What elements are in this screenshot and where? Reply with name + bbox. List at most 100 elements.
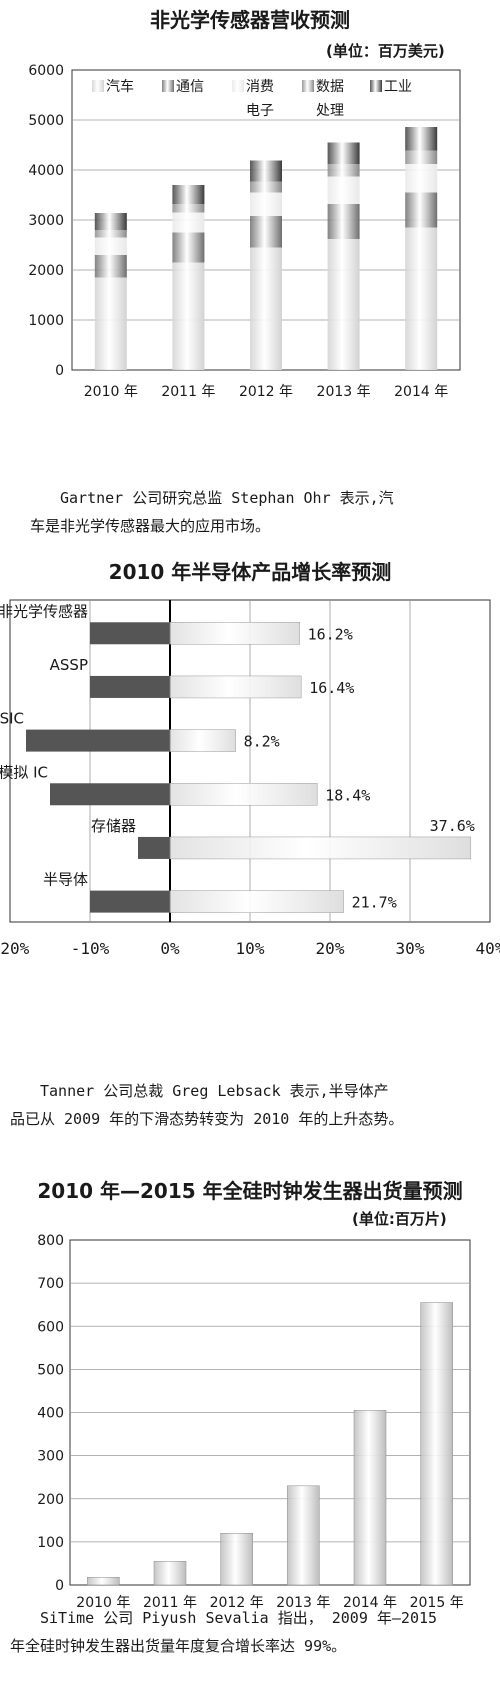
positive-bar [169,675,302,699]
data-label: 21.7% [352,894,397,912]
bar-segment [405,164,438,193]
negative-bar [26,729,170,752]
chart2-caption: Tanner 公司总裁 Greg Lebsack 表示,半导体产 品已从 200… [10,1077,495,1133]
bar-segment [172,212,205,233]
bar-segment [405,227,438,370]
legend-label: 处理 [316,103,344,119]
y-tick-label: 4000 [28,163,64,179]
positive-bar [169,729,236,752]
bar-segment [94,213,127,230]
negative-bar [90,675,170,698]
legend-swatch [370,80,382,92]
x-tick-label: 20% [316,939,345,958]
y-tick-label: 500 [37,1362,64,1378]
y-tick-label: 400 [37,1406,64,1422]
bar-segment [94,237,127,255]
x-tick-label: 2014 年 [343,1595,397,1611]
bar-segment [250,216,282,248]
bar [87,1576,120,1586]
bar-segment [250,160,282,182]
y-tick-label: 0 [55,1578,64,1594]
bar-segment [327,142,360,164]
y-tick-label: 0 [55,363,64,379]
legend-label: 消费 [246,79,274,95]
x-tick-label: 2010 年 [76,1595,130,1611]
x-tick-label: 40% [476,939,500,958]
chart3-unit-label: (单位:百万片) [352,1210,447,1228]
legend-swatch [92,80,104,92]
bar-segment [327,239,360,370]
bar-segment [405,127,438,151]
x-tick-label: -20% [0,939,30,958]
bar-segment [250,192,282,216]
chart1-unit-label: (单位：百万美元) [326,42,445,60]
positive-bar [169,836,472,860]
legend-label: 工业 [384,79,412,95]
bar-segment [405,192,438,228]
legend-label: 汽车 [106,78,134,95]
y-tick-label: 300 [37,1449,64,1465]
x-tick-label: 2010 年 [84,384,138,400]
category-label: 半导体 [43,871,88,889]
bar-segment [327,204,360,239]
data-label: 18.4% [325,786,370,804]
y-tick-label: 3000 [28,213,64,229]
bar [353,1410,387,1586]
chart2-caption-line-2: 品已从 2009 年的下滑态势转变为 2010 年的上升态势。 [10,1110,404,1128]
bar-segment [327,176,360,204]
bar-segment [172,185,205,204]
y-tick-label: 100 [37,1535,64,1551]
bar-segment [172,204,205,213]
chart3-title: 2010 年—2015 年全硅时钟发生器出货量预测 [37,1179,463,1203]
data-label: 16.2% [308,625,353,643]
revenue-stacked-bar-chart: 0 1000 2000 3000 4000 5000 6000 2010 年 2011 年 201… [28,63,461,400]
negative-bar [90,890,170,913]
chart3-caption-line-1: SiTime 公司 Piyush Sevalia 指出， 2009 年—2015 [40,1609,438,1627]
chart3-caption: SiTime 公司 Piyush Sevalia 指出， 2009 年—2015… [10,1604,495,1660]
negative-bar [50,783,170,806]
y-tick-label: 200 [37,1492,64,1508]
category-label: 模拟 IC [0,763,48,781]
chart1-caption-line-1: Gartner 公司研究总监 Stephan Ohr 表示,汽 [60,489,394,507]
legend-swatch [232,80,244,92]
x-tick-label: 2011 年 [161,384,215,400]
category-label: 存储器 [91,817,136,835]
positive-bar [169,622,300,645]
chart1-caption-line-2: 车是非光学传感器最大的应用市场。 [30,517,271,535]
bar-segment [327,164,360,177]
clock-generator-bar-chart: 0 100 200 300 400 500 600 700 800 2010 年 2011 年 201… [37,1233,471,1611]
bar [153,1561,187,1586]
category-label: ASIC [0,710,24,728]
category-label: 非光学传感器 [0,602,88,620]
data-label: 37.6% [430,817,475,835]
legend-label: 通信 [176,79,204,95]
x-tick-label: 2011 年 [143,1595,197,1611]
bar-segment [172,232,205,263]
legend-swatch [302,80,314,92]
bar-segment [94,277,127,370]
x-tick-label: 2013 年 [276,1595,330,1611]
bar [287,1485,320,1586]
chart2-caption-line-1: Tanner 公司总裁 Greg Lebsack 表示,半导体产 [40,1082,389,1100]
bar-segment [250,181,282,193]
x-tick-label: 0% [160,939,180,958]
y-tick-label: 700 [37,1276,64,1292]
chart2-title: 2010 年半导体产品增长率预测 [108,560,392,584]
y-tick-label: 600 [37,1319,64,1335]
x-tick-label: 2012 年 [210,1595,264,1611]
bar-segment [405,150,438,164]
y-tick-label: 1000 [28,313,64,329]
chart1-caption: Gartner 公司研究总监 Stephan Ohr 表示,汽 车是非光学传感器… [30,484,485,540]
legend-swatch [162,80,174,92]
negative-bar [90,622,170,645]
bar [420,1302,453,1586]
positive-bar [169,890,344,913]
bar-segment [94,230,127,238]
bar [220,1533,253,1586]
y-tick-label: 5000 [28,113,64,129]
x-tick-label: 2012 年 [239,384,293,400]
x-tick-label: -10% [71,939,110,958]
positive-bar [169,783,318,806]
category-label: ASSP [50,656,88,674]
y-tick-label: 2000 [28,263,64,279]
